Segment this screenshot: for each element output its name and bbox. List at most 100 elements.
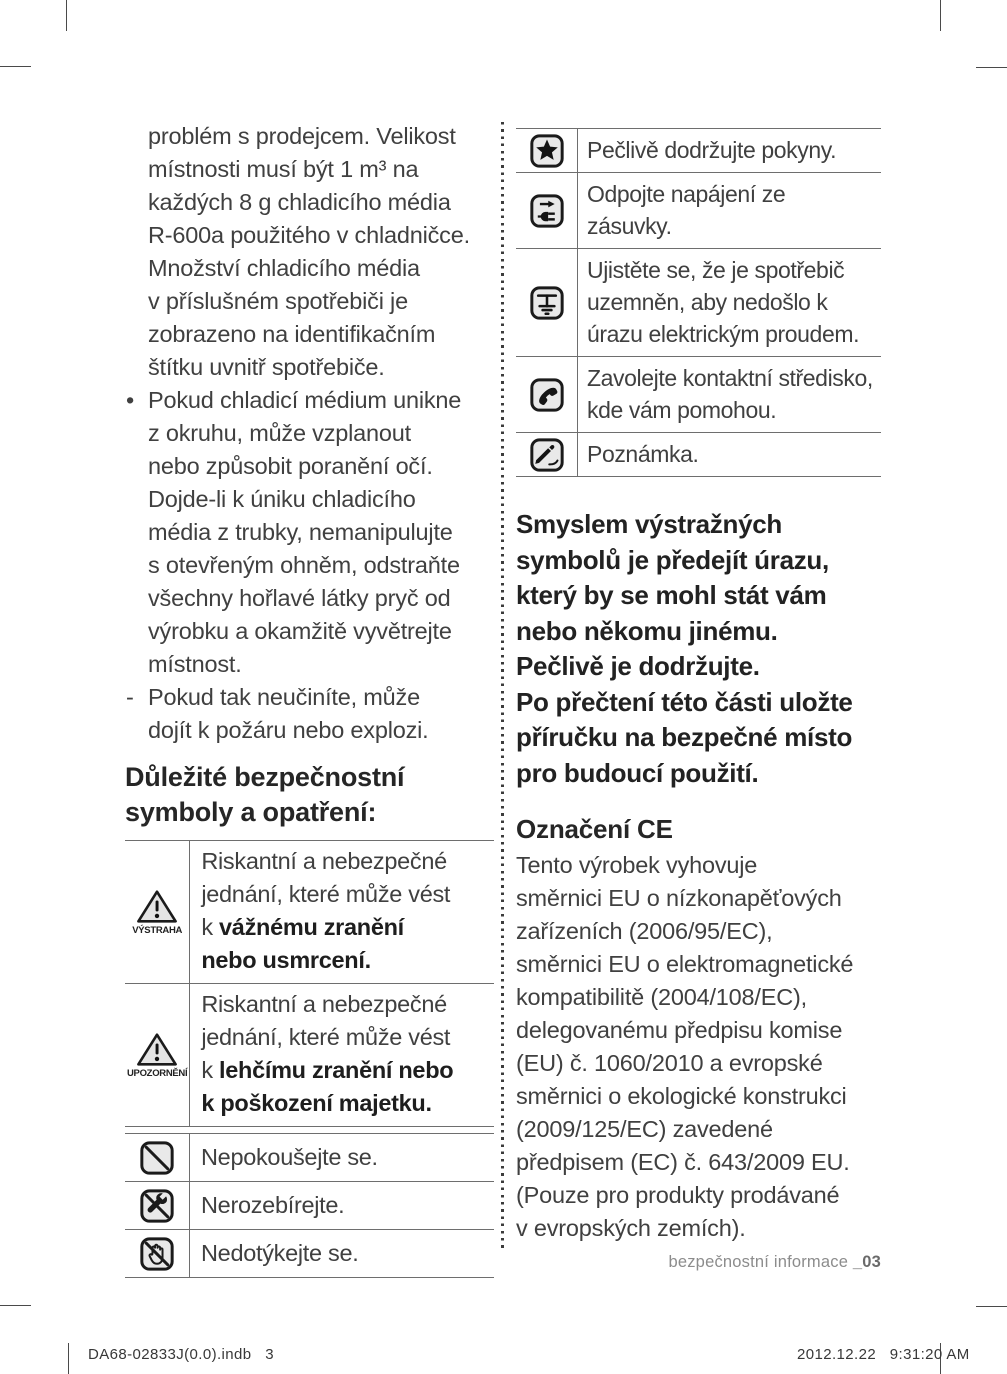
bold-text-segment: lehčímu zranění nebo [219,1057,454,1083]
text-segment: Nerozebírejte. [201,1192,345,1218]
bullet-item: • Pokud chladicí médium unikne z okruhu, … [125,384,494,681]
text-line: jednání, které může vést [201,878,494,911]
icon-label: UPOZORNĚNÍ [127,1067,188,1079]
text-line: v příslušném spotřebiči je [148,288,408,314]
crop-mark [66,0,67,31]
ce-marking-paragraph: Tento výrobek vyhovuje směrnici EU o nízk… [516,849,881,1245]
table-cell-text: Ujistěte se, že je spotřebič uzemněn, aby… [578,249,882,357]
text-line: nebo někomu jinému. [516,615,778,646]
left-column: problém s prodejcem. Velikost místnosti m… [125,120,494,1278]
text-line: (2009/125/EC) zavedené [516,1116,773,1142]
text-line: nebo způsobit poranění očí. [148,453,433,479]
text-line: příručku na bezpečné místo [516,722,853,752]
text-line: s otevřeným ohněm, odstraňte [148,552,460,578]
crop-mark [940,1343,941,1374]
page-footer: bezpečnostní informace _03 [516,1253,881,1272]
section-heading-symbols: Důležité bezpečnostní symboly a opatření: [125,760,494,830]
text-line: jednání, které může vést [201,1021,494,1054]
text-line: Pokud chladicí médium unikne [148,387,462,413]
icon-label: VÝSTRAHA [132,924,183,936]
table-cell-text: Pečlivě dodržujte pokyny. [578,129,882,173]
table-cell-text: Riskantní a nebezpečné jednání, které můž… [190,984,494,1127]
text-line: Množství chladicího média [148,255,420,281]
table-row: Nedotýkejte se. [125,1229,495,1278]
text-line: (EU) č. 1060/2010 a evropské [516,1050,823,1076]
bullet-marker: • [126,387,135,413]
bold-text-segment: k poškození majetku. [201,1090,432,1116]
text-line: dojít k požáru nebo explozi. [148,717,429,743]
table-cell-text: Zavolejte kontaktní středisko, kde vám po… [578,357,882,433]
text-line: problém s prodejcem. Velikost [148,123,456,149]
text-segment: Odpojte napájení ze [587,181,786,207]
note-pencil-icon [516,432,578,477]
text-line: z okruhu, může vzplanout [148,420,411,446]
text-line: každých 8 g chladicího média [148,189,451,215]
text-line: Smyslem výstražných [516,509,783,539]
text-segment: Nepokoušejte se. [201,1144,378,1170]
table-cell-text: Riskantní a nebezpečné jednání, které můž… [190,841,494,984]
text-segment: jednání, které může vést [201,1024,451,1050]
text-line: Pokud tak neučiníte, může [148,684,420,710]
text-line: Nepokoušejte se. [201,1141,494,1174]
text-line: média z trubky, nemanipulujte [148,519,453,545]
table-cell-text: Nedotýkejte se. [190,1230,495,1278]
crop-mark [68,1343,69,1374]
table-cell-text: Nepokoušejte se. [190,1134,495,1182]
text-line: Pečlivě je dodržujte. [516,651,760,681]
text-line: k vážnému zranění [201,911,494,944]
text-line: Zavolejte kontaktní středisko, [587,362,881,394]
call-center-phone-icon [516,356,578,433]
text-line: Poznámka. [587,438,881,470]
text-segment: Poznámka. [587,441,699,467]
print-slug-timestamp: 2012.12.22 9:31:20 AM [797,1346,970,1363]
text-segment: jednání, které může vést [201,881,451,907]
text-line: Ujistěte se, že je spotřebič [587,254,881,286]
text-line: který by se mohl stát vám [516,580,827,610]
table-cell-text: Odpojte napájení ze zásuvky. [578,173,882,249]
table-row: UPOZORNĚNÍ Riskantní a nebezpečné jednání,… [125,983,494,1127]
warning-symbols-note: Smyslem výstražných symbolů je předejít ú… [516,507,881,791]
text-line: Nerozebírejte. [201,1189,494,1222]
intro-paragraph: problém s prodejcem. Velikost místnosti m… [125,120,494,384]
text-line: pro budoucí použití. [516,757,759,788]
text-line: předpisem (EC) č. 643/2009 EU. [516,1149,850,1175]
dash-item: - Pokud tak neučiníte, může dojít k požár… [125,681,494,747]
bold-text-segment: nebo usmrcení. [201,947,371,973]
text-line: úrazu elektrickým proudem. [587,318,881,350]
text-line: uzemněn, aby nedošlo k [587,286,881,318]
text-line: zásuvky. [587,210,881,242]
table-cell-text: Nerozebírejte. [190,1182,495,1230]
text-line: symbolů je předejít úrazu, [516,544,829,575]
footer-section-label: bezpečnostní informace [668,1253,853,1271]
dash-marker: - [126,684,134,710]
caution-triangle-icon: UPOZORNĚNÍ [125,983,191,1127]
table-row: Nepokoušejte se. [125,1133,495,1182]
crop-mark [976,1306,1007,1307]
table-row: Ujistěte se, že je spotřebič uzemněn, aby… [516,248,882,357]
text-line: směrnici EU o nízkonapěťových [516,885,842,911]
text-line: kde vám pomohou. [587,394,881,426]
bold-text-segment: vážnému zranění [219,914,404,940]
text-line: všechny hořlavé látky pryč od [148,585,451,611]
text-line: (Pouze pro produkty prodávané [516,1182,840,1208]
text-line: Po přečtení této části uložte [516,686,853,717]
text-segment: Pečlivě dodržujte pokyny. [587,137,837,163]
text-line: Důležité bezpečnostní [125,762,405,792]
text-line: směrnici EU o elektromagnetické [516,951,854,977]
text-line: štítku uvnitř spotřebiče. [148,354,385,380]
text-segment: uzemněn, aby nedošlo k [587,289,828,315]
footer-page-number: _03 [852,1253,881,1271]
text-segment: Zavolejte kontaktní středisko, [587,365,873,391]
instruction-symbols-table: Pečlivě dodržujte pokyny. Odpojte napájen… [516,128,881,477]
text-line: R-600a použitého v chladničce. [148,222,470,248]
text-line: Odpojte napájení ze [587,178,881,210]
crop-mark [976,67,1007,68]
crop-mark [0,1305,31,1306]
table-row: Nerozebírejte. [125,1181,495,1230]
text-line: zařízeních (2006/95/EC), [516,918,773,944]
table-row: VÝSTRAHA Riskantní a nebezpečné jednání, k… [125,840,494,984]
table-cell-text: Poznámka. [578,433,882,477]
text-line: Nedotýkejte se. [201,1237,494,1270]
text-line: zobrazeno na identifikačním [148,321,436,347]
text-line: Tento výrobek vyhovuje [516,852,758,878]
